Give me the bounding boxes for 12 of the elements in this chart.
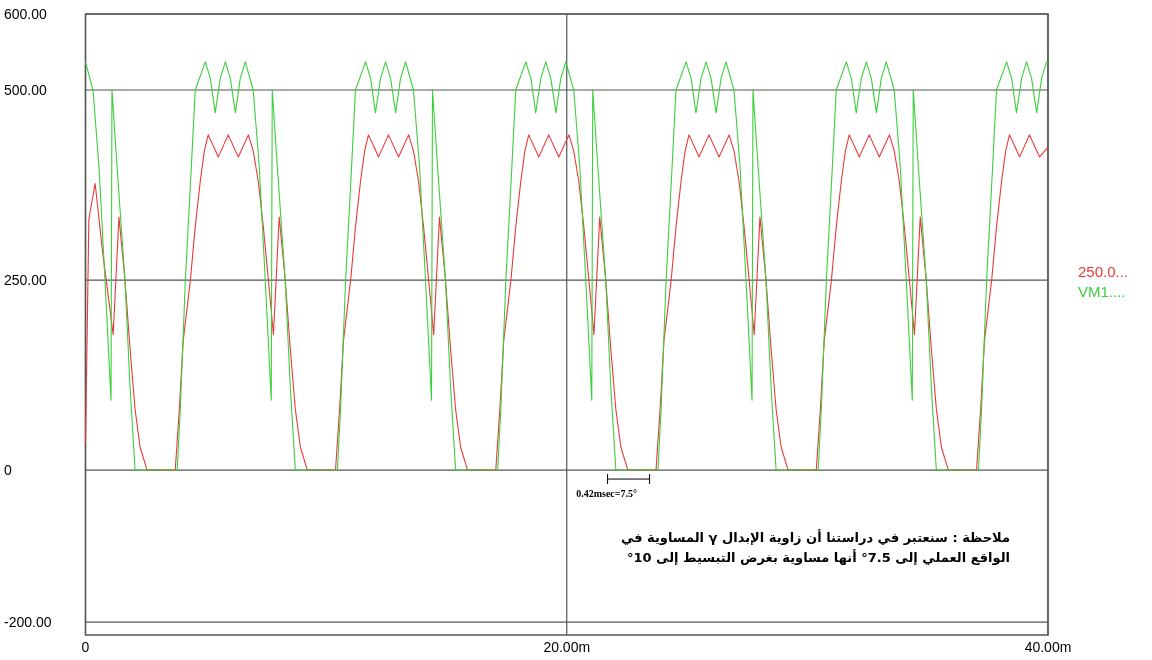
annotation: ملاحظة : سنعتبر في دراستنا أن زاوية الإبدال γ المساوية في الواقع العملي إلى 7.5° أنها مساوية بغرض التبسيط إلى 10° xyxy=(619,528,1010,567)
x-tick-label: 20.00m xyxy=(543,639,591,655)
y-tick-label: 0 xyxy=(4,462,12,479)
y-tick-label: 500.00 xyxy=(4,82,48,99)
y-tick-label: 250.00 xyxy=(4,272,48,289)
annotation: 0.42msec=7.5° xyxy=(576,488,637,500)
y-tick-label: 600.00 xyxy=(4,6,48,22)
text: 250.0... xyxy=(1078,262,1129,280)
x-tick-label: 40.00m xyxy=(1024,639,1072,655)
y-tick-label: -200.00 xyxy=(4,614,52,631)
x-tick-label: 0 xyxy=(81,639,90,655)
text: VM1.... xyxy=(1078,282,1126,300)
